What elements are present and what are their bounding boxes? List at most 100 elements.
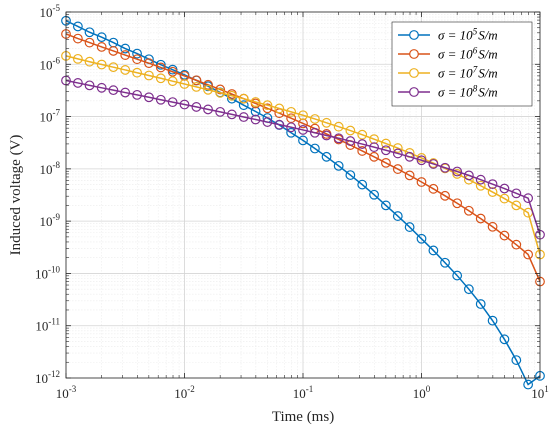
data-point bbox=[262, 100, 273, 111]
data-point bbox=[392, 211, 403, 221]
data-point bbox=[144, 92, 154, 103]
data-point bbox=[238, 100, 249, 111]
data-point bbox=[309, 143, 320, 154]
data-point bbox=[167, 66, 178, 77]
data-point bbox=[120, 50, 131, 60]
data-point bbox=[440, 257, 450, 268]
data-point bbox=[144, 70, 154, 81]
data-point bbox=[298, 110, 308, 121]
data-point bbox=[84, 27, 95, 38]
data-point bbox=[345, 125, 356, 136]
data-point bbox=[428, 245, 439, 256]
data-point bbox=[357, 146, 368, 156]
x-tick-label: 10-1 bbox=[293, 384, 314, 401]
data-point bbox=[132, 48, 142, 59]
data-point bbox=[132, 54, 142, 65]
x-tick-label: 101 bbox=[531, 384, 549, 401]
data-point bbox=[321, 130, 332, 141]
data-point bbox=[463, 284, 474, 295]
x-tick-label: 10-3 bbox=[56, 384, 77, 401]
data-point bbox=[179, 79, 190, 89]
data-point bbox=[487, 179, 498, 190]
data-point bbox=[452, 198, 463, 209]
y-tick-label: 10-5 bbox=[40, 3, 61, 20]
data-point bbox=[511, 355, 522, 365]
data-point bbox=[72, 78, 83, 88]
data-point bbox=[499, 230, 510, 241]
legend-label: σ = 107S/m bbox=[438, 65, 498, 81]
data-point bbox=[108, 85, 119, 96]
legend-label: σ = 106S/m bbox=[438, 46, 498, 62]
legend-item-2: σ = 106S/m bbox=[398, 46, 498, 62]
data-point bbox=[475, 180, 486, 191]
data-point bbox=[262, 117, 273, 127]
data-point bbox=[404, 151, 415, 162]
legend-marker bbox=[409, 87, 419, 97]
data-point bbox=[84, 37, 95, 48]
data-point bbox=[215, 87, 226, 98]
data-point bbox=[381, 200, 391, 211]
legend-item-4: σ = 108S/m bbox=[398, 84, 498, 100]
data-point bbox=[309, 127, 320, 138]
data-point bbox=[120, 65, 131, 75]
data-point bbox=[381, 138, 391, 149]
data-point bbox=[215, 106, 226, 117]
data-point bbox=[523, 379, 534, 390]
legend: σ = 105S/m σ = 106S/m σ = 107S/m σ = 108S/m bbox=[391, 21, 533, 107]
data-point bbox=[286, 106, 297, 117]
data-point bbox=[428, 159, 439, 169]
data-point bbox=[167, 97, 178, 108]
data-point bbox=[84, 80, 95, 91]
data-point bbox=[357, 129, 368, 140]
data-point bbox=[475, 299, 486, 309]
data-point bbox=[487, 187, 498, 197]
data-point bbox=[487, 315, 498, 326]
legend-marker bbox=[409, 49, 419, 59]
legend-label: σ = 108S/m bbox=[438, 84, 498, 100]
data-point bbox=[463, 170, 474, 181]
data-point bbox=[72, 33, 83, 44]
data-point bbox=[499, 334, 510, 345]
series-3 bbox=[61, 50, 545, 260]
y-tick-label: 10-12 bbox=[35, 369, 60, 386]
data-point bbox=[404, 222, 415, 232]
data-point bbox=[523, 193, 534, 204]
data-point bbox=[84, 56, 95, 67]
data-point bbox=[452, 270, 463, 281]
data-point bbox=[238, 112, 249, 122]
legend-label: σ = 105S/m bbox=[438, 27, 498, 43]
data-point bbox=[321, 117, 332, 128]
data-point bbox=[191, 81, 202, 92]
data-point bbox=[345, 170, 356, 180]
data-point bbox=[333, 133, 344, 144]
x-tick-label: 10-2 bbox=[174, 384, 195, 401]
data-point bbox=[416, 153, 427, 163]
data-point bbox=[155, 73, 166, 84]
axis-labels: Time (ms) Induced voltage (V) bbox=[8, 135, 334, 425]
data-point bbox=[132, 67, 142, 78]
data-point bbox=[167, 76, 178, 87]
data-point bbox=[298, 135, 308, 146]
data-point bbox=[381, 157, 391, 168]
data-point bbox=[392, 148, 403, 159]
data-point bbox=[203, 104, 213, 115]
data-point bbox=[108, 46, 119, 56]
data-point bbox=[226, 109, 237, 120]
data-point bbox=[416, 177, 427, 187]
data-point bbox=[357, 139, 368, 149]
y-tick-label: 10-10 bbox=[35, 264, 60, 281]
data-point bbox=[309, 114, 320, 124]
data-point bbox=[416, 233, 427, 244]
legend-marker bbox=[409, 68, 419, 78]
series-1 bbox=[61, 15, 545, 390]
data-point bbox=[215, 84, 226, 95]
y-tick-label: 10-7 bbox=[40, 108, 61, 125]
data-point bbox=[369, 189, 379, 200]
data-point bbox=[487, 221, 498, 232]
data-point bbox=[250, 114, 261, 125]
data-point bbox=[369, 151, 379, 162]
data-point bbox=[357, 179, 368, 190]
data-point bbox=[262, 103, 273, 114]
data-point bbox=[132, 89, 142, 100]
